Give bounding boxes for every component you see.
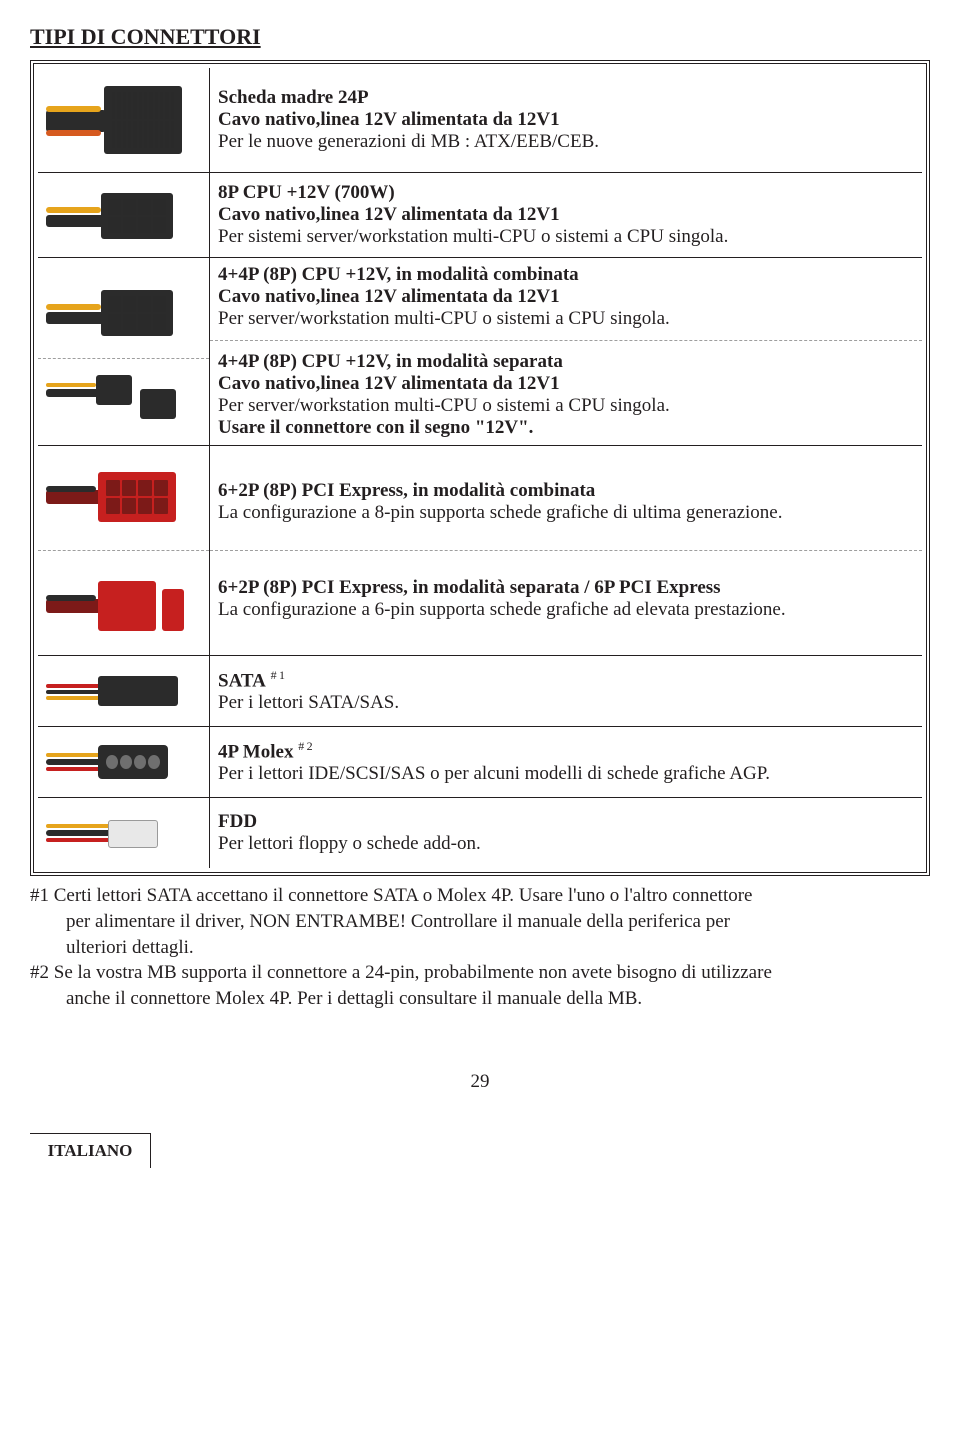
connector-desc: Per i lettori SATA/SAS. [218, 692, 914, 714]
connector-molex-icon [46, 733, 196, 791]
table-row: Scheda madre 24P Cavo nativo,linea 12V a… [38, 68, 922, 173]
table-row: 4+4P (8P) CPU +12V, in modalità combinat… [38, 258, 922, 446]
connector-pcie-combined-icon [46, 460, 196, 532]
connector-title: 8P CPU +12V (700W) [218, 182, 395, 203]
connector-fdd-icon [46, 804, 196, 862]
connector-title: 6+2P (8P) PCI Express, in modalità combi… [218, 480, 595, 501]
connector-sup: # 2 [298, 739, 312, 753]
connector-line2: Cavo nativo,linea 12V alimentata da 12V1 [218, 286, 560, 307]
connector-desc: Per server/workstation multi-CPU o siste… [218, 395, 914, 417]
connector-desc: Per server/workstation multi-CPU o siste… [218, 308, 914, 330]
table-row: 6+2P (8P) PCI Express, in modalità combi… [38, 446, 922, 656]
table-row: 8P CPU +12V (700W) Cavo nativo,linea 12V… [38, 173, 922, 258]
connector-24p-icon [46, 74, 196, 166]
page-number: 29 [30, 1071, 930, 1093]
connector-desc: Per sistemi server/workstation multi-CPU… [218, 226, 914, 248]
connector-8p-cpu-icon [46, 179, 196, 251]
table-row: FDD Per lettori floppy o schede add-on. [38, 798, 922, 869]
footnote-2-line: #2 Se la vostra MB supporta il connettor… [30, 961, 930, 985]
connector-line2: Cavo nativo,linea 12V alimentata da 12V1 [218, 373, 560, 394]
connector-title: Scheda madre 24P [218, 87, 369, 108]
language-tab: ITALIANO [30, 1133, 151, 1168]
connector-line2: Cavo nativo,linea 12V alimentata da 12V1 [218, 204, 560, 225]
connector-4plus4-combined-icon [46, 276, 196, 348]
connector-4plus4-separate-icon [46, 369, 196, 427]
connector-title: 4P Molex [218, 741, 293, 762]
table-row: 4P Molex # 2 Per i lettori IDE/SCSI/SAS … [38, 727, 922, 798]
connector-title: 4+4P (8P) CPU +12V, in modalità combinat… [218, 264, 579, 285]
connector-desc: Per lettori floppy o schede add-on. [218, 833, 914, 855]
connector-line4: Usare il connettore con il segno "12V". [218, 417, 533, 438]
connectors-table: Scheda madre 24P Cavo nativo,linea 12V a… [38, 68, 922, 868]
connector-title: FDD [218, 811, 257, 832]
connector-sup: # 1 [271, 668, 285, 682]
connectors-table-frame: Scheda madre 24P Cavo nativo,linea 12V a… [30, 60, 930, 876]
page-title: TIPI DI CONNETTORI [30, 24, 930, 50]
connector-desc: La configurazione a 8-pin supporta sched… [218, 502, 914, 524]
footnote-1-line: ulteriori dettagli. [30, 936, 930, 960]
connector-desc: Per i lettori IDE/SCSI/SAS o per alcuni … [218, 763, 914, 785]
connector-line2: Cavo nativo,linea 12V alimentata da 12V1 [218, 109, 560, 130]
footnote-2-line: anche il connettore Molex 4P. Per i dett… [30, 987, 930, 1011]
footnotes: #1 Certi lettori SATA accettano il conne… [30, 884, 930, 1011]
footnote-1-line: #1 Certi lettori SATA accettano il conne… [30, 884, 930, 908]
connector-sata-icon [46, 662, 196, 720]
connector-title: 4+4P (8P) CPU +12V, in modalità separata [218, 351, 563, 372]
connector-desc: Per le nuove generazioni di MB : ATX/EEB… [218, 131, 914, 153]
connector-title: SATA [218, 670, 266, 691]
table-row: SATA # 1 Per i lettori SATA/SAS. [38, 656, 922, 727]
connector-pcie-separate-icon [46, 569, 196, 641]
footnote-1-line: per alimentare il driver, NON ENTRAMBE! … [30, 910, 930, 934]
connector-desc: La configurazione a 6-pin supporta sched… [218, 599, 914, 621]
connector-title: 6+2P (8P) PCI Express, in modalità separ… [218, 577, 721, 598]
